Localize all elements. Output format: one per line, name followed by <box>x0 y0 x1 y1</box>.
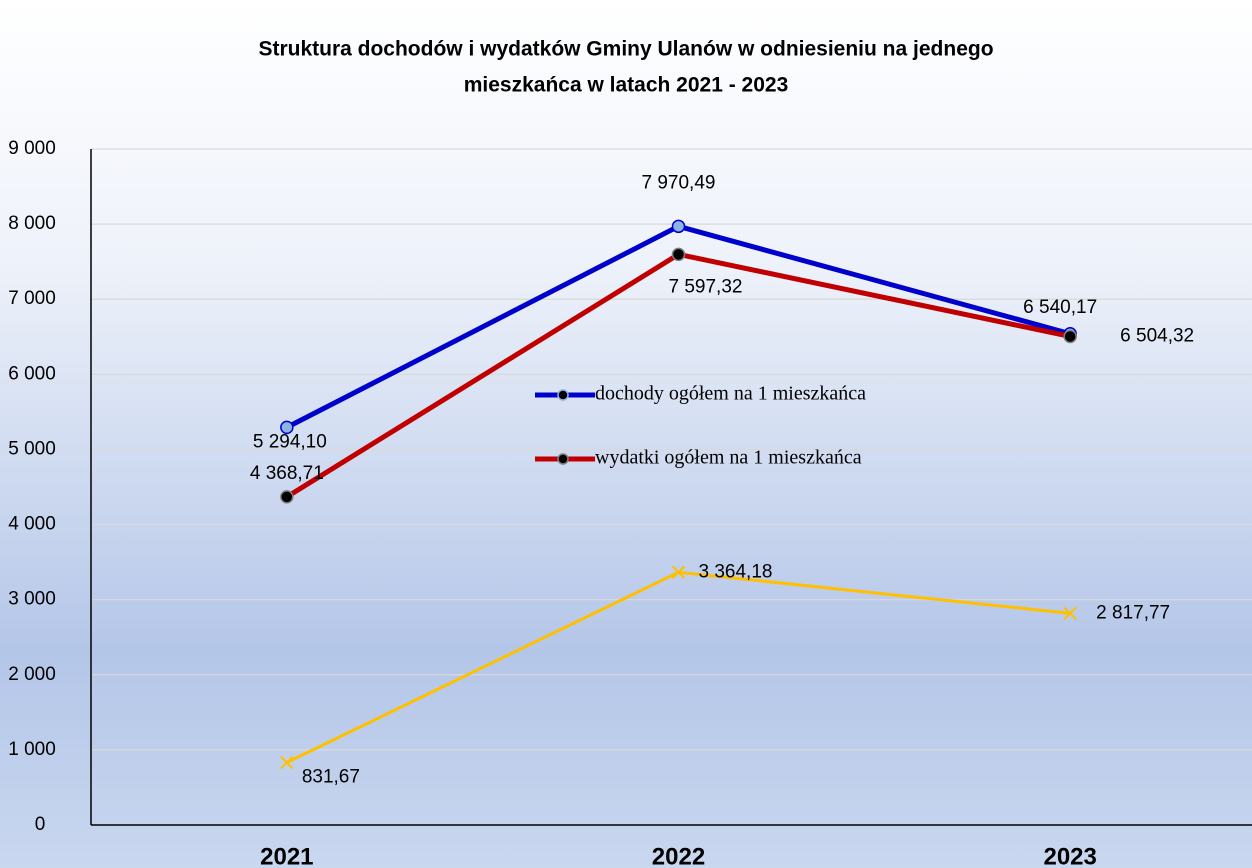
y-tick-label: 3 000 <box>8 589 56 610</box>
x-tick-label: 2021 <box>260 843 313 868</box>
legend-label: dochody ogółem na 1 mieszkańca <box>595 383 866 405</box>
chart-title: Struktura dochodów i wydatków Gminy Ulan… <box>258 38 993 61</box>
y-tick-label: 6 000 <box>8 363 56 384</box>
y-tick-label: 9 000 <box>8 138 56 159</box>
legend-label: wydatki ogółem na 1 mieszkańca <box>595 447 862 469</box>
y-tick-label: 5 000 <box>8 438 56 459</box>
data-label: 4 368,71 <box>250 463 324 484</box>
data-label: 831,67 <box>302 767 360 788</box>
legend-marker <box>557 389 569 401</box>
data-label: 7 597,32 <box>669 276 743 297</box>
data-label: 6 504,32 <box>1120 325 1194 346</box>
y-tick-label: 2 000 <box>8 664 56 685</box>
marker <box>280 420 294 435</box>
y-tick-label: 0 <box>35 814 46 835</box>
marker <box>1063 329 1077 344</box>
x-tick-label: 2022 <box>652 843 705 868</box>
marker <box>1063 606 1077 621</box>
y-tick-label: 8 000 <box>8 213 56 234</box>
y-tick-label: 7 000 <box>8 288 56 309</box>
data-label: 2 817,77 <box>1096 602 1170 623</box>
data-label: 5 294,10 <box>253 431 327 452</box>
y-tick-label: 4 000 <box>8 514 56 535</box>
marker <box>671 247 686 262</box>
marker <box>671 565 686 580</box>
chart-title: mieszkańca w latach 2021 - 2023 <box>464 74 789 97</box>
legend-marker <box>557 453 569 465</box>
data-label: 7 970,49 <box>642 172 716 193</box>
marker <box>280 490 294 504</box>
marker <box>280 755 294 770</box>
x-tick-label: 2023 <box>1043 843 1096 868</box>
marker <box>671 219 686 234</box>
data-label: 6 540,17 <box>1023 297 1097 318</box>
y-tick-label: 1 000 <box>8 739 56 760</box>
data-label: 3 364,18 <box>699 561 773 582</box>
